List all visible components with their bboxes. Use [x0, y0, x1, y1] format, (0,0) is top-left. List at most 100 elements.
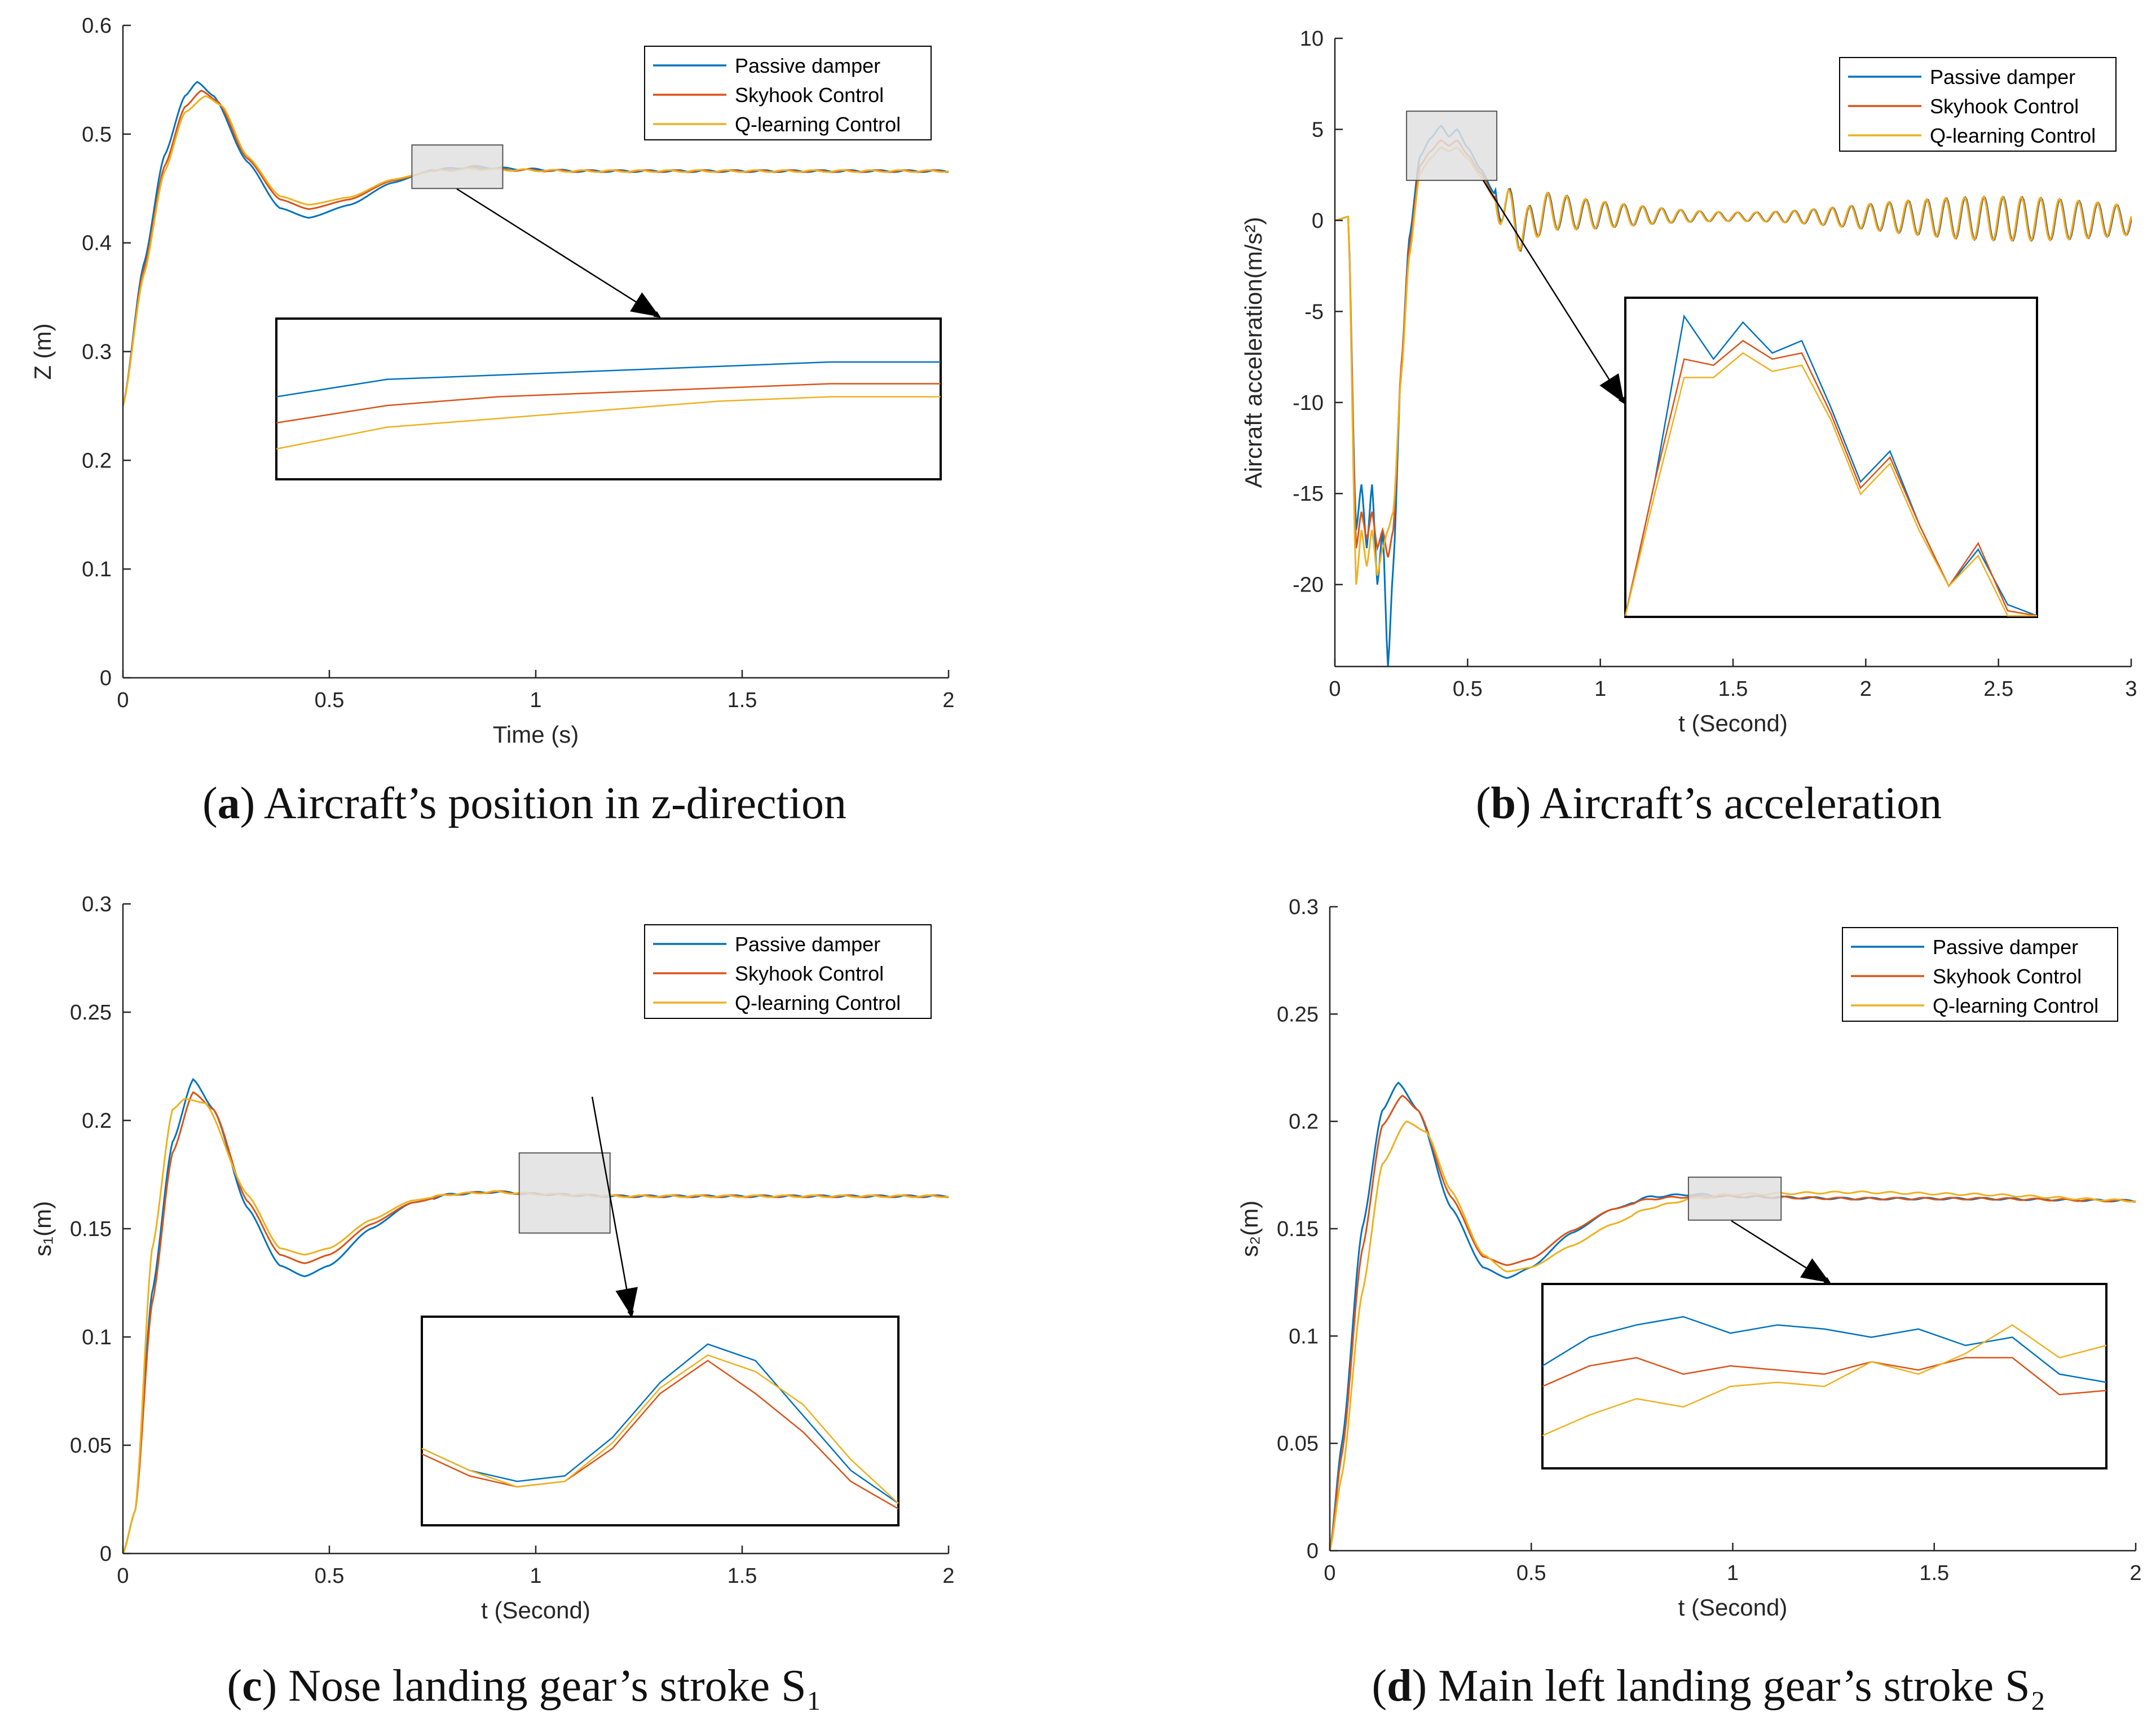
x-tick-label: 0 [117, 1564, 129, 1588]
x-tick-label: 1 [1727, 1561, 1739, 1585]
zoom-arrowhead [1800, 1258, 1830, 1283]
panel-b-chart: 0 0.5 1 1.5 2 2.5 3 -20 -15 -10 -5 0 5 10 t (Second) Ai… [1240, 27, 2137, 736]
zoom-arrowhead [615, 1287, 638, 1317]
x-tick-label: 1 [1594, 677, 1606, 701]
legend-entry-0: Passive damper [735, 933, 880, 956]
zoom-inset-box [1541, 1283, 2107, 1469]
x-tick-label: 0.5 [1453, 677, 1483, 701]
panel-c-chart: 0 0.5 1 1.5 2 0 0.05 0.1 0.15 0.2 0.25 0.3 t (Second… [29, 893, 955, 1623]
series-line-0 [122, 81, 949, 407]
zoom-series-line-1 [1542, 1357, 2107, 1396]
legend-entry-1: Skyhook Control [1930, 95, 2079, 118]
legend-entry-1: Skyhook Control [735, 83, 884, 107]
zoom-arrowhead [1599, 373, 1624, 403]
y-tick-label: 0.1 [82, 558, 112, 581]
x-tick-label: 1.5 [728, 689, 757, 712]
y-tick-label: 0.1 [82, 1326, 112, 1349]
zoom-series-line-2 [421, 1354, 899, 1504]
x-tick-label: 1.5 [728, 1564, 757, 1588]
zoom-inset-box [1624, 297, 2038, 618]
x-axis-label: t (Second) [1678, 1594, 1788, 1621]
series-line-2 [122, 95, 949, 407]
zoom-series-line-0 [1624, 314, 2038, 617]
zoom-inset-box [421, 1316, 900, 1526]
x-tick-label: 0 [1329, 677, 1341, 701]
zoom-series-line-1 [421, 1360, 899, 1510]
zoom-series-line-0 [421, 1343, 899, 1504]
caption-c: (c) Nose landing gear’s stroke S₁ [227, 1661, 822, 1711]
legend-entry-1: Skyhook Control [1933, 965, 2082, 988]
x-tick-label: 0.5 [1516, 1561, 1546, 1585]
x-tick-label: 2 [2129, 1561, 2141, 1585]
y-tick-label: 5 [1312, 118, 1324, 142]
zoom-source-box [1406, 111, 1498, 181]
zoom-arrow [1482, 180, 1625, 404]
legend-entry-2: Q-learning Control [735, 113, 901, 136]
legend-entry-0: Passive damper [1933, 935, 2078, 959]
legend-entry-1: Skyhook Control [735, 962, 884, 985]
zoom-source-box [518, 1152, 611, 1234]
y-tick-label: 0.05 [1277, 1432, 1319, 1456]
zoom-series-line-0 [1542, 1316, 2107, 1383]
y-tick-label: 0.2 [82, 449, 112, 473]
y-tick-label: 0.3 [82, 893, 112, 916]
x-axis-label: t (Second) [1678, 710, 1788, 736]
legend-entry-2: Q-learning Control [1930, 124, 2096, 147]
zoom-arrowhead [630, 292, 660, 317]
x-tick-label: 2 [1860, 677, 1872, 701]
y-axis-label: s₁(m) [29, 1201, 56, 1256]
panel-d-chart: 0 0.5 1 1.5 2 0 0.05 0.1 0.15 0.2 0.25 0.3 t (Second… [1236, 895, 2142, 1621]
y-axis-label: Aircraft acceleration(m/s²) [1240, 217, 1267, 488]
y-tick-label: 0.5 [82, 123, 112, 147]
zoom-inset-box [275, 317, 942, 480]
x-tick-label: 1 [530, 1564, 541, 1588]
x-tick-label: 2 [942, 1564, 954, 1588]
y-tick-label: 0 [1307, 1539, 1319, 1563]
y-tick-label: 0.4 [82, 232, 112, 255]
zoom-series-line-1 [276, 383, 941, 424]
zoom-series-line-1 [1624, 339, 2038, 617]
y-tick-label: 0.2 [1289, 1110, 1319, 1134]
panel-a-chart: 0 0.5 1 1.5 2 0 0.1 0.2 0.3 0.4 0.5 0.6 Time (s) Z (m… [29, 14, 955, 748]
x-tick-label: 1.5 [1919, 1561, 1949, 1585]
y-tick-label: 0.3 [1289, 895, 1319, 919]
y-tick-label: -15 [1293, 482, 1324, 506]
y-tick-label: 0.2 [82, 1109, 112, 1133]
y-tick-label: 0 [1312, 209, 1324, 233]
y-tick-label: 10 [1300, 27, 1324, 51]
zoom-arrow [591, 1096, 634, 1318]
x-tick-label: 1 [530, 689, 541, 712]
zoom-series-line-2 [1542, 1324, 2107, 1437]
y-axis-label: Z (m) [29, 323, 56, 379]
x-tick-label: 0 [1324, 1561, 1335, 1585]
legend-entry-2: Q-learning Control [1933, 994, 2098, 1017]
x-tick-label: 0.5 [315, 1564, 345, 1588]
y-tick-label: 0.25 [70, 1001, 112, 1025]
x-tick-label: 2.5 [1983, 677, 2013, 701]
x-tick-label: 0.5 [315, 689, 345, 712]
y-tick-label: 0.15 [1277, 1217, 1319, 1241]
zoom-source-box [1687, 1176, 1782, 1221]
x-axis-label: t (Second) [481, 1597, 590, 1623]
y-tick-label: 0.3 [82, 341, 112, 364]
y-tick-label: 0.15 [70, 1217, 112, 1241]
y-tick-label: 0.05 [70, 1434, 112, 1458]
x-tick-label: 0 [117, 689, 129, 712]
x-tick-label: 2 [942, 689, 954, 712]
y-tick-label: -10 [1293, 391, 1324, 415]
y-tick-label: 0.25 [1277, 1003, 1319, 1026]
legend-entry-0: Passive damper [1930, 65, 2075, 89]
caption-a: (a) Aircraft’s position in z-direction [202, 779, 846, 828]
zoom-arrow [456, 188, 661, 318]
y-tick-label: 0 [100, 1542, 112, 1566]
y-tick-label: 0 [100, 667, 112, 690]
legend-entry-2: Q-learning Control [735, 991, 901, 1014]
y-axis-label: s₂(m) [1236, 1201, 1263, 1257]
zoom-series-line-0 [276, 361, 941, 398]
zoom-series-line-2 [276, 396, 941, 450]
caption-d: (d) Main left landing gear’s stroke S₂ [1372, 1661, 2046, 1711]
y-tick-label: -5 [1304, 300, 1324, 324]
y-tick-label: -20 [1293, 573, 1324, 597]
zoom-series-line-2 [1624, 352, 2037, 617]
